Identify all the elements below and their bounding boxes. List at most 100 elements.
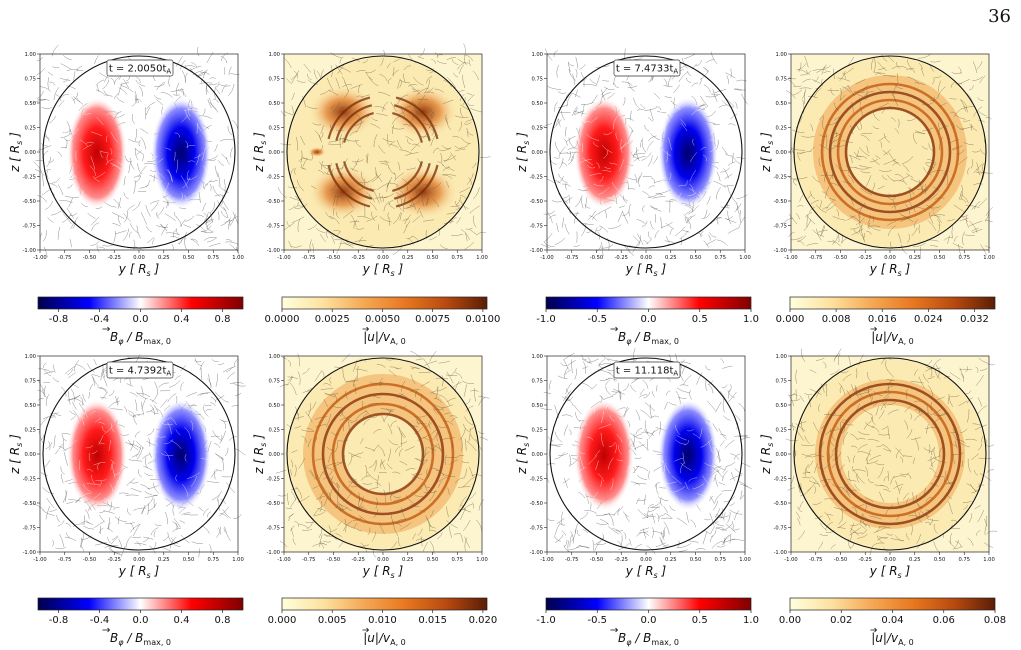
x-tick-label: 0.25 (402, 255, 414, 261)
colorbar-tick-label: 0.0000 (265, 314, 300, 325)
y-axis-label: z [ Rs ] (8, 132, 24, 173)
y-tick-label: 0.25 (268, 125, 280, 131)
colorbar-tick-label: 1.0 (743, 615, 759, 626)
y-tick-label: 0.50 (775, 101, 787, 107)
time-label-box (613, 59, 681, 77)
colorbar-tick-label: 0.8 (215, 615, 231, 626)
x-tick-label: 1.00 (476, 255, 488, 261)
x-axis-label: y [ Rs ] (118, 262, 160, 278)
x-tick-label: 0.50 (934, 557, 946, 563)
colorbar-tick-label: -0.4 (90, 615, 110, 626)
y-tick-label: 0.75 (531, 76, 543, 82)
x-tick-label: 0.00 (640, 255, 652, 261)
y-tick-label: 1.00 (268, 354, 280, 360)
x-tick-label: 0.25 (158, 557, 170, 563)
colorbar-tick-label: -0.8 (49, 615, 69, 626)
star-boundary-circle (793, 357, 987, 551)
x-tick-label: -0.25 (108, 557, 121, 563)
velocity-panel: -1.00 -0.75 -0.50 -0.25 0.00 0.25 0.50 0.75 1.00… (759, 52, 995, 278)
velocity-panel: -1.00 -0.75 -0.50 -0.25 0.00 0.25 0.50 0.75 1.00… (252, 350, 490, 580)
bphi-panel: t = 2.0050tA -1.00 -0.75 -0.50 -0.25 0.00 0.25… (8, 45, 244, 278)
y-axis-label: z [ Rs ] (515, 434, 531, 475)
y-tick-label: -0.75 (774, 525, 787, 531)
x-tick-label: 0.75 (451, 557, 463, 563)
x-tick-label: 0.25 (909, 557, 921, 563)
x-tick-label: -0.75 (565, 255, 578, 261)
x-tick-label: 0.00 (377, 557, 389, 563)
colorbar-tick-label: 0.04 (881, 615, 903, 626)
colorbar-tick-label: 0.0 (133, 615, 149, 626)
bphi-negative-lobe (151, 97, 211, 209)
y-tick-label: 0.00 (268, 452, 280, 458)
y-tick-label: 1.00 (531, 354, 543, 360)
y-tick-label: -0.75 (267, 223, 280, 229)
y-tick-label: -0.25 (774, 174, 787, 180)
x-tick-label: -0.75 (809, 255, 822, 261)
velocity-ring (828, 90, 952, 214)
colorbar-label: Bφ / Bmax, 0 (618, 631, 679, 647)
x-tick-label: -0.75 (302, 557, 315, 563)
y-tick-label: 0.25 (268, 427, 280, 433)
velocity-ring (844, 106, 936, 198)
y-tick-label: 0.25 (775, 125, 787, 131)
x-axis-label: y [ Rs ] (118, 564, 160, 580)
y-tick-label: 0.75 (268, 76, 280, 82)
x-tick-label: 0.50 (690, 557, 702, 563)
x-tick-label: 1.00 (476, 557, 488, 563)
x-tick-label: 0.00 (133, 255, 145, 261)
y-tick-label: 0.50 (24, 403, 36, 409)
colorbar-tick-label: 0.0100 (465, 314, 500, 325)
velocity-ring (311, 382, 455, 526)
y-tick-label: 0.75 (268, 378, 280, 384)
y-tick-label: 0.25 (775, 427, 787, 433)
x-tick-label: -0.50 (327, 255, 340, 261)
velocity-ring (820, 82, 960, 222)
velocity-ring (321, 392, 445, 516)
x-tick-label: -0.75 (58, 255, 71, 261)
x-tick-label: -0.75 (58, 557, 71, 563)
y-tick-label: 0.50 (268, 403, 280, 409)
bphi-colorbar: -0.8 -0.4 0.0 0.4 0.8 Bφ / Bmax, 0 (37, 296, 244, 346)
time-label-box (106, 361, 174, 379)
x-tick-label: -0.25 (859, 557, 872, 563)
x-tick-label: -1.00 (784, 255, 797, 261)
colorbar-label: Bφ / Bmax, 0 (618, 330, 679, 346)
y-tick-label: -1.00 (267, 550, 280, 556)
colorbar-tick-label: 0.0050 (365, 314, 400, 325)
x-tick-label: -0.50 (834, 557, 847, 563)
y-tick-label: -0.50 (774, 199, 787, 205)
bphi-positive-lobe (67, 97, 127, 209)
x-tick-label: -0.75 (809, 557, 822, 563)
y-tick-label: 1.00 (531, 52, 543, 58)
x-tick-label: -0.50 (834, 255, 847, 261)
x-tick-label: 1.00 (232, 255, 244, 261)
y-tick-label: -0.50 (530, 199, 543, 205)
x-tick-label: -1.00 (33, 557, 46, 563)
velocity-ring (331, 402, 435, 506)
time-label: t = 2.0050tA (109, 64, 172, 76)
x-tick-label: 0.75 (714, 557, 726, 563)
colorbar-label: |u|/vA, 0 (363, 631, 406, 647)
y-axis-label: z [ Rs ] (8, 434, 24, 475)
x-axis-label: y [ Rs ] (869, 262, 911, 278)
colorbar-tick-label: 0.02 (830, 615, 852, 626)
y-tick-label: -1.00 (23, 248, 36, 254)
colorbar-tick-label: 0.8 (215, 314, 231, 325)
colorbar-tick-label: 0.024 (914, 314, 943, 325)
x-tick-label: -0.50 (590, 255, 603, 261)
y-tick-label: 0.00 (775, 452, 787, 458)
y-tick-label: -0.25 (774, 476, 787, 482)
colorbar-tick-label: 0.016 (868, 314, 897, 325)
colorbar-tick-label: 0.032 (960, 314, 989, 325)
y-tick-label: -0.75 (774, 223, 787, 229)
y-tick-label: 1.00 (268, 52, 280, 58)
y-tick-label: 0.50 (24, 101, 36, 107)
x-tick-label: 0.00 (640, 557, 652, 563)
colorbar-tick-label: 0.08 (984, 615, 1006, 626)
x-tick-label: 0.75 (207, 255, 219, 261)
y-tick-label: 1.00 (775, 354, 787, 360)
x-tick-label: 1.00 (739, 255, 751, 261)
y-tick-label: -1.00 (23, 550, 36, 556)
y-tick-label: -0.25 (530, 476, 543, 482)
x-tick-label: 0.25 (665, 255, 677, 261)
